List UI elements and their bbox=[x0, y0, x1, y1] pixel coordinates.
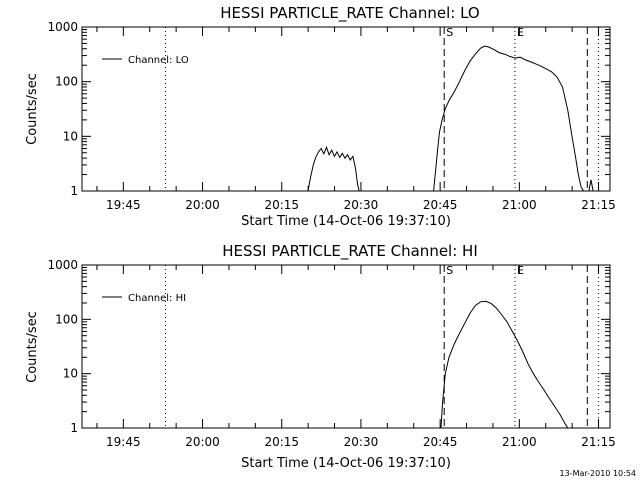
marker-label: E bbox=[517, 26, 524, 39]
marker-label: S bbox=[446, 264, 453, 277]
footer-timestamp: 13-Mar-2010 10:54 bbox=[560, 469, 637, 478]
x-tick-label: 21:00 bbox=[502, 198, 537, 212]
marker-label: S bbox=[446, 26, 453, 39]
legend-entry: Channel: LO bbox=[128, 55, 189, 66]
x-tick-label: 20:45 bbox=[423, 198, 458, 212]
marker-label: E bbox=[517, 264, 524, 277]
x-tick-label: 20:30 bbox=[344, 198, 379, 212]
x-axis-label: Start Time (14-Oct-06 19:37:10) bbox=[241, 456, 451, 471]
x-tick-label: 20:30 bbox=[344, 435, 379, 449]
y-tick-label: 1 bbox=[70, 184, 78, 198]
plot-frame bbox=[81, 26, 611, 192]
legend-entry: Channel: HI bbox=[128, 293, 186, 304]
series-line bbox=[440, 300, 569, 429]
x-tick-label: 21:15 bbox=[581, 435, 616, 449]
chart-title: HESSI PARTICLE_RATE Channel: LO bbox=[220, 4, 479, 23]
x-tick-label: 21:15 bbox=[581, 198, 616, 212]
series-line bbox=[307, 145, 360, 192]
y-axis-label: Counts/sec bbox=[25, 311, 40, 383]
x-tick-label: 20:00 bbox=[185, 435, 220, 449]
x-tick-label: 20:45 bbox=[423, 435, 458, 449]
y-tick-label: 1000 bbox=[47, 20, 78, 34]
y-tick-label: 1000 bbox=[47, 258, 78, 272]
x-axis-label: Start Time (14-Oct-06 19:37:10) bbox=[241, 214, 451, 229]
y-tick-label: 10 bbox=[63, 129, 78, 143]
x-tick-label: 19:45 bbox=[106, 435, 141, 449]
panel-channel-hi: HESSI PARTICLE_RATE Channel: HI Start Ti… bbox=[25, 242, 616, 471]
chart-title: HESSI PARTICLE_RATE Channel: HI bbox=[222, 242, 478, 261]
y-axis-label: Counts/sec bbox=[25, 73, 40, 145]
x-tick-label: 20:00 bbox=[185, 198, 220, 212]
series-line bbox=[588, 179, 594, 192]
x-tick-label: 20:15 bbox=[264, 198, 299, 212]
x-tick-label: 21:00 bbox=[502, 435, 537, 449]
y-tick-label: 100 bbox=[55, 312, 78, 326]
y-tick-label: 1 bbox=[70, 421, 78, 435]
x-tick-label: 19:45 bbox=[106, 198, 141, 212]
panel-channel-lo: HESSI PARTICLE_RATE Channel: LO Start Ti… bbox=[25, 4, 616, 229]
x-tick-label: 20:15 bbox=[264, 435, 299, 449]
y-tick-label: 10 bbox=[63, 367, 78, 381]
series-line bbox=[433, 45, 585, 192]
y-tick-label: 100 bbox=[55, 75, 78, 89]
plot-frame bbox=[81, 264, 611, 429]
